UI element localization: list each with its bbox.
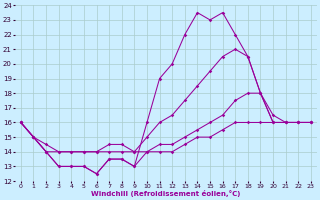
- X-axis label: Windchill (Refroidissement éolien,°C): Windchill (Refroidissement éolien,°C): [91, 190, 241, 197]
